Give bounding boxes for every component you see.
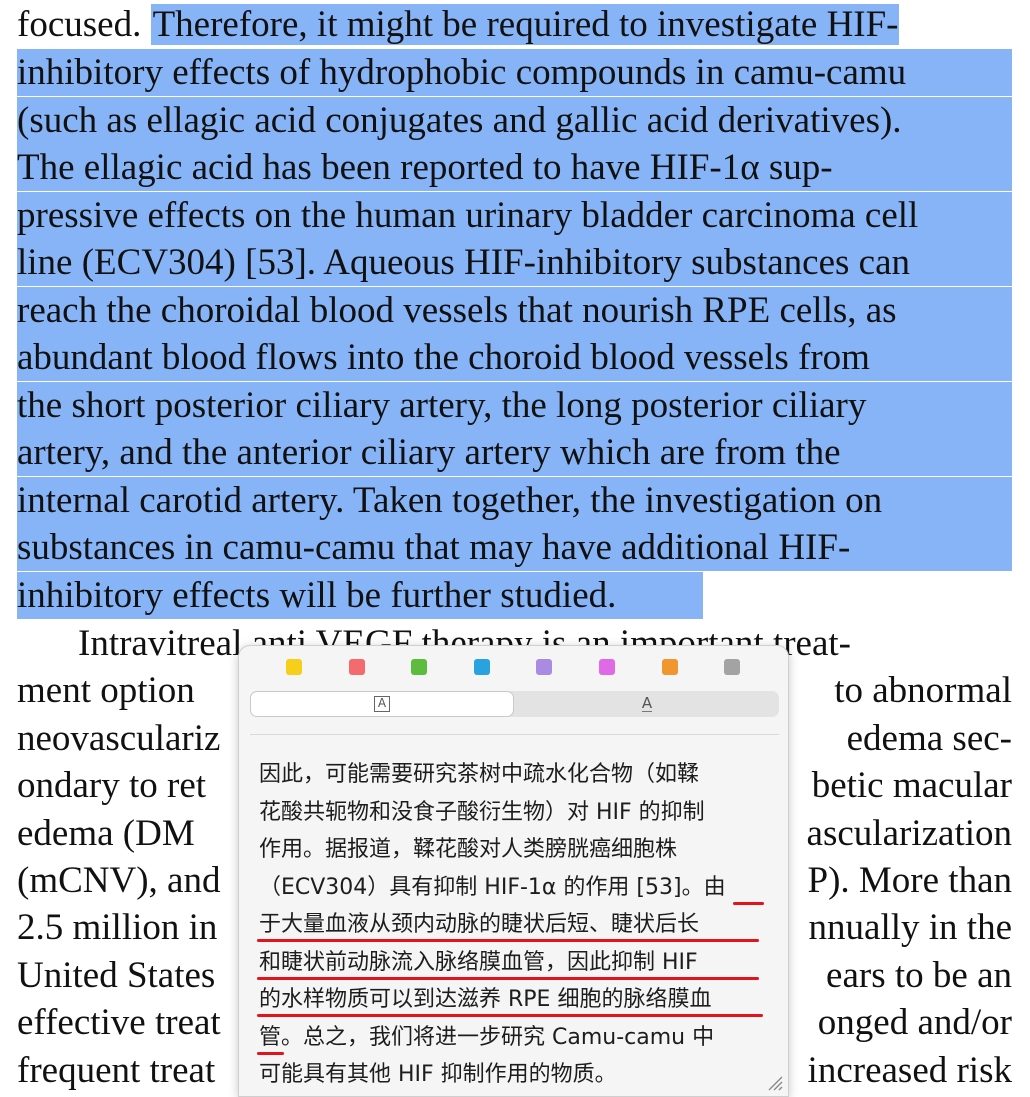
text-line[interactable]: focused. Therefore, it might be required… <box>17 1 1012 48</box>
highlighted-text-line[interactable]: artery, and the anterior ciliary artery … <box>17 429 1012 476</box>
highlighted-text-line[interactable]: abundant blood flows into the choroid bl… <box>17 334 1012 381</box>
highlighted-text-line[interactable]: internal carotid artery. Taken together,… <box>17 476 1012 524</box>
translation-line: 的水样物质可以到达滋养 RPE 细胞的脉络膜血 <box>259 987 712 1012</box>
text-line-right[interactable]: P). More than <box>807 860 1013 901</box>
highlighted-text-line[interactable]: the short posterior ciliary artery, the … <box>17 381 1012 429</box>
text-highlight[interactable]: Therefore, it might be required to inves… <box>150 4 899 45</box>
text-line[interactable]: frequent treat <box>17 1049 216 1091</box>
translation-line: 管。总之，我们将进一步研究 Camu-camu 中 <box>259 1024 715 1050</box>
highlight-color-swatch[interactable] <box>473 659 490 675</box>
text-line-right[interactable]: onged and/or <box>817 1002 1012 1044</box>
text-line[interactable]: United States <box>17 954 216 996</box>
text-line[interactable]: ondary to ret <box>17 765 207 807</box>
translation-line: 因此，可能需要研究茶树中疏水化合物（如鞣 <box>259 762 700 787</box>
text-line[interactable]: 2.5 million in <box>17 907 218 949</box>
text-line-right[interactable]: betic macular <box>811 765 1012 807</box>
red-underline-annotation <box>733 901 764 905</box>
translation-line: 花酸共轭物和没食子酸衍生物）对 HIF 的抑制 <box>259 799 705 825</box>
text-line[interactable]: effective treat <box>17 1002 221 1044</box>
red-underline-annotation <box>257 976 759 980</box>
text-line-right[interactable]: increased risk <box>807 1049 1012 1091</box>
divider <box>250 734 779 735</box>
highlight-color-swatch[interactable] <box>599 659 615 675</box>
underlined-a-icon: A <box>641 694 653 712</box>
highlighted-text-line[interactable]: line (ECV304) [53]. Aqueous HIF-inhibito… <box>17 239 1012 286</box>
highlighted-text-line[interactable]: substances in camu-camu that may have ad… <box>17 524 1012 571</box>
highlight-color-swatch[interactable] <box>724 659 741 675</box>
text-underline-style-button[interactable]: A <box>515 691 779 717</box>
boxed-a-icon: A <box>374 696 390 712</box>
highlighted-text-line[interactable]: pressive effects on the human urinary bl… <box>17 191 1012 239</box>
text-plain: focused. <box>17 4 142 45</box>
highlighted-text-line[interactable]: inhibitory effects will be further studi… <box>17 571 703 619</box>
highlight-color-swatch[interactable] <box>536 659 553 675</box>
text-line[interactable]: ment option <box>17 670 195 712</box>
highlighted-text-line[interactable]: inhibitory effects of hydrophobic compou… <box>17 49 1012 96</box>
text-line-right[interactable]: ears to be an <box>826 954 1012 996</box>
translation-line: 作用。据报道，鞣花酸对人类膀胱癌细胞株 <box>259 837 678 862</box>
highlighted-text-line[interactable]: (such as ellagic acid conjugates and gal… <box>17 96 1012 144</box>
highlight-color-swatch[interactable] <box>348 659 365 675</box>
text-box-style-button[interactable]: A <box>251 692 513 716</box>
highlight-color-row <box>239 659 788 677</box>
text-style-segmented-control[interactable]: A A <box>250 691 779 717</box>
translation-line: （ECV304）具有抑制 HIF-1α 的作用 [53]。由 <box>259 874 726 900</box>
text-line[interactable]: edema (DM <box>17 812 195 854</box>
text-line-right[interactable]: nnually in the <box>808 907 1012 949</box>
highlighted-text-line[interactable]: reach the choroidal blood vessels that n… <box>17 286 1012 334</box>
translation-line: 于大量血液从颈内动脉的睫状后短、睫状后长 <box>259 912 700 937</box>
text-line-right[interactable]: edema sec- <box>846 717 1012 759</box>
highlighted-text-line[interactable]: The ellagic acid has been reported to ha… <box>17 144 1012 191</box>
red-underline-annotation <box>257 939 759 942</box>
translation-line: 和睫状前动脉流入脉络膜血管，因此抑制 HIF <box>259 949 698 975</box>
text-line[interactable]: (mCNV), and <box>17 860 221 901</box>
red-underline-annotation <box>257 1051 284 1055</box>
text-line-right[interactable]: to abnormal <box>834 670 1012 712</box>
text-line-right[interactable]: ascularization <box>806 812 1012 854</box>
translation-popup[interactable]: A A 因此，可能需要研究茶树中疏水化合物（如鞣 花酸共轭物和没食子酸衍生物）对 … <box>238 645 789 1097</box>
highlight-color-swatch[interactable] <box>661 659 678 675</box>
resize-grip-icon[interactable] <box>767 1075 783 1091</box>
highlight-color-swatch[interactable] <box>411 659 428 675</box>
highlight-color-swatch[interactable] <box>286 659 302 675</box>
translation-line: 可能具有其他 HIF 抑制作用的物质。 <box>259 1062 617 1087</box>
red-underline-annotation <box>257 1014 763 1017</box>
text-line[interactable]: neovasculariz <box>17 717 221 759</box>
